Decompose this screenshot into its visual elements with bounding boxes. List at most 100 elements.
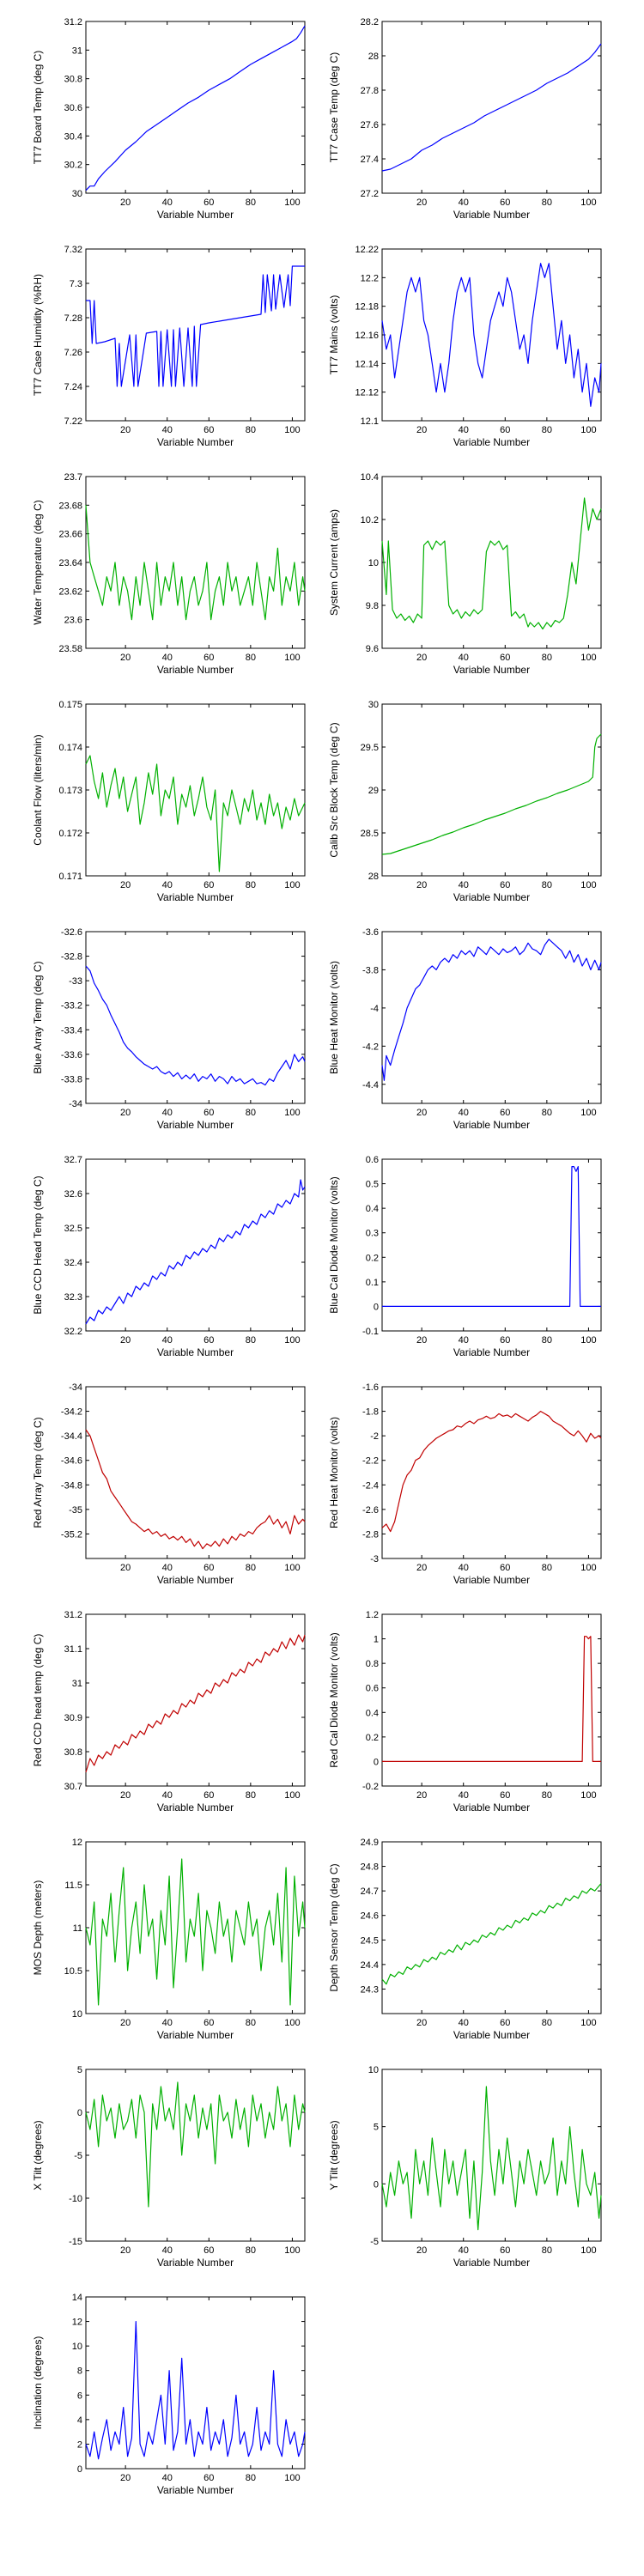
x-tick-label: 80 <box>542 1563 552 1573</box>
x-tick-label: 100 <box>580 880 596 890</box>
y-axis-label: TT7 Board Temp (deg C) <box>32 51 44 165</box>
y-axis-label: Calib Src Block Temp (deg C) <box>328 722 340 857</box>
y-tick-label: -0.1 <box>362 1327 379 1337</box>
x-tick-label: 40 <box>162 880 173 890</box>
axes-frame <box>381 1158 602 1332</box>
y-tick-label: 32.6 <box>64 1189 82 1200</box>
y-tick-label: -5 <box>370 2237 379 2247</box>
y-tick-label: 30.2 <box>64 161 82 171</box>
x-tick-label: 20 <box>416 2245 427 2256</box>
x-tick-label: 80 <box>542 197 552 208</box>
series-line <box>381 939 602 1081</box>
y-tick-label: -0.2 <box>362 1782 379 1792</box>
chart-panel-13: -35.2 -35 -34.8 -34.6 -34.4 -34.2 -34 20 40 60 80 1… <box>32 1382 306 1586</box>
y-tick-label: 10 <box>368 558 379 568</box>
chart-panel-17: 10 10.5 11 11.5 12 20 40 60 80 100 Variable Number… <box>32 1838 306 2041</box>
x-tick-label: 80 <box>246 1335 256 1346</box>
axes-frame <box>381 21 602 194</box>
y-tick-label: 0.3 <box>366 1229 379 1239</box>
x-axis-label: Variable Number <box>157 1346 234 1358</box>
chart-panel-11: 32.2 32.3 32.4 32.5 32.6 32.7 20 40 60 80 100 Varia… <box>32 1155 306 1358</box>
y-tick-label: 31.2 <box>64 17 82 27</box>
x-tick-label: 100 <box>284 2245 300 2256</box>
y-tick-label: 27.8 <box>361 86 379 96</box>
y-tick-label: -4.2 <box>362 1042 379 1052</box>
x-tick-label: 60 <box>500 1108 510 1118</box>
x-tick-label: 20 <box>416 880 427 890</box>
x-axis-label: Variable Number <box>157 891 234 903</box>
x-tick-label: 60 <box>500 1790 510 1801</box>
x-tick-label: 80 <box>246 425 256 435</box>
y-tick-label: -35 <box>69 1505 82 1516</box>
x-axis-label: Variable Number <box>453 436 530 448</box>
y-tick-label: 30.8 <box>64 1747 82 1758</box>
y-tick-label: 29.5 <box>361 743 379 753</box>
y-tick-label: 31.1 <box>64 1644 82 1655</box>
y-tick-label: -34.8 <box>61 1480 82 1491</box>
x-tick-label: 80 <box>542 2245 552 2256</box>
x-tick-label: 60 <box>204 197 214 208</box>
y-tick-label: -34.6 <box>61 1456 82 1467</box>
x-tick-label: 20 <box>120 2245 131 2256</box>
series-line <box>381 43 602 172</box>
y-tick-label: 8 <box>77 2366 82 2377</box>
axes-frame <box>381 248 602 422</box>
y-tick-label: 24.4 <box>361 1960 379 1971</box>
x-tick-label: 20 <box>416 1335 427 1346</box>
y-tick-label: 9.8 <box>366 601 379 611</box>
y-tick-label: 10 <box>72 2342 82 2352</box>
x-tick-label: 40 <box>459 653 469 663</box>
y-tick-label: -33.8 <box>61 1074 82 1084</box>
y-tick-label: 31.2 <box>64 1610 82 1620</box>
y-tick-label: 10.5 <box>64 1966 82 1977</box>
x-axis-label: Variable Number <box>157 2484 234 2496</box>
y-tick-label: -34.4 <box>61 1431 82 1442</box>
x-axis-label: Variable Number <box>157 664 234 676</box>
y-tick-label: 1.2 <box>366 1610 379 1620</box>
x-tick-label: 60 <box>204 425 214 435</box>
x-tick-label: 40 <box>162 1108 173 1118</box>
y-tick-label: 7.26 <box>64 348 82 358</box>
series-line <box>381 263 602 407</box>
x-axis-label: Variable Number <box>157 436 234 448</box>
x-tick-label: 80 <box>542 880 552 890</box>
chart-panel-19: -15 -10 -5 0 5 20 40 60 80 100 Variable Number X Ti… <box>32 2065 306 2269</box>
y-tick-label: 24.6 <box>361 1911 379 1922</box>
chart-panel-18: 24.3 24.4 24.5 24.6 24.7 24.8 24.9 20 40 60 80 100 V… <box>328 1838 602 2041</box>
y-tick-label: 11 <box>73 1923 82 1934</box>
x-tick-label: 80 <box>542 2018 552 2028</box>
axes-frame <box>85 703 306 877</box>
y-tick-label: -3 <box>370 1554 379 1564</box>
x-axis-label: Variable Number <box>157 1574 234 1586</box>
y-tick-label: 12.12 <box>355 388 379 398</box>
y-axis-label: Blue Cal Diode Monitor (volts) <box>328 1176 340 1313</box>
x-tick-label: 20 <box>120 880 131 890</box>
axes-frame <box>85 476 306 649</box>
x-tick-label: 100 <box>284 1563 300 1573</box>
x-tick-label: 40 <box>459 1563 469 1573</box>
y-tick-label: 24.7 <box>361 1886 379 1897</box>
x-tick-label: 80 <box>246 197 256 208</box>
x-tick-label: 60 <box>204 2245 214 2256</box>
axes-frame <box>85 21 306 194</box>
y-tick-label: 7.24 <box>64 382 82 392</box>
y-axis-label: TT7 Case Temp (deg C) <box>328 52 340 163</box>
y-tick-label: 24.5 <box>361 1935 379 1946</box>
x-tick-label: 40 <box>459 197 469 208</box>
x-axis-label: Variable Number <box>453 2029 530 2041</box>
y-tick-label: -5 <box>74 2151 82 2161</box>
y-axis-label: Depth Sensor Temp (deg C) <box>328 1863 340 1991</box>
y-tick-label: 30.6 <box>64 103 82 113</box>
y-tick-label: 30 <box>72 189 82 199</box>
x-tick-label: 100 <box>284 1790 300 1801</box>
x-tick-label: 100 <box>580 1335 596 1346</box>
x-tick-label: 100 <box>580 2018 596 2028</box>
y-tick-label: 32.2 <box>64 1327 82 1337</box>
x-axis-label: Variable Number <box>453 1119 530 1131</box>
series-line <box>85 2081 306 2208</box>
x-tick-label: 20 <box>120 197 131 208</box>
y-tick-label: -3.8 <box>362 965 379 975</box>
x-tick-label: 100 <box>580 1563 596 1573</box>
y-tick-label: 2 <box>77 2439 82 2450</box>
